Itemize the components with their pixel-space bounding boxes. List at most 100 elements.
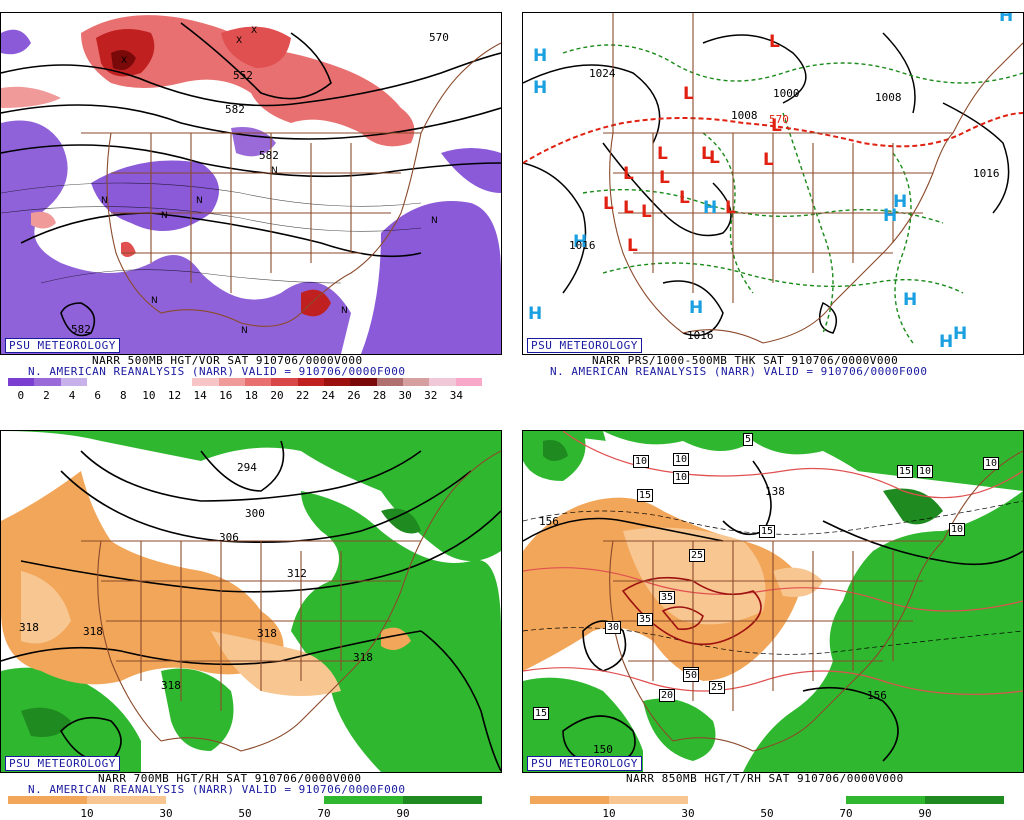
low-pressure-center: L <box>683 84 694 104</box>
temperature-label: 35 <box>659 591 676 604</box>
colorbar-tick-label: 10 <box>80 807 94 820</box>
colorbar-swatch <box>350 378 377 386</box>
contour-label: 1016 <box>687 329 714 342</box>
colorbar-swatch <box>139 378 166 386</box>
colorbar-tick-label: 34 <box>449 389 463 402</box>
colorbar-swatch <box>297 378 324 386</box>
temperature-label: 30 <box>605 621 622 634</box>
colorbar-swatch <box>284 796 324 804</box>
svg-text:N: N <box>196 196 203 206</box>
contour-label: 1008 <box>731 109 758 122</box>
contour-labels-700mb: 294 300 306 312 318 318 318 318 318 <box>19 461 373 692</box>
colorbar-swatch <box>271 378 298 386</box>
contour-label: 300 <box>245 507 265 520</box>
high-pressure-center: H <box>533 78 547 98</box>
colorbar-tick-label: 2 <box>43 389 50 402</box>
svg-text:N: N <box>341 306 348 316</box>
contour-label: 156 <box>539 515 559 528</box>
map-500mb-svg: NNN NNN NNX XX 570 552 582 582 582 <box>1 13 501 354</box>
contour-label: 582 <box>225 103 245 116</box>
colorbar-tick-label: 30 <box>681 807 695 820</box>
map-700mb: 294 300 306 312 318 318 318 318 318 PSU … <box>0 430 502 773</box>
colorbar-swatch <box>569 796 609 804</box>
colorbar-tick-label: 24 <box>321 389 335 402</box>
pressure-centers: H H H H H H H H H H H H L L L L L L L L <box>528 13 1013 352</box>
colorbar-tick-label: 16 <box>219 389 233 402</box>
colorbar-swatch <box>648 796 688 804</box>
colorbar-tick-label: 8 <box>119 389 127 402</box>
temperature-label: 10 <box>983 457 1000 470</box>
low-pressure-center: L <box>657 144 668 164</box>
map-subtitle: N. AMERICAN REANALYSIS (NARR) VALID = 91… <box>550 365 928 378</box>
temperature-label: 20 <box>659 689 676 702</box>
temperature-label: 10 <box>633 455 650 468</box>
svg-text:N: N <box>241 326 248 336</box>
contour-label: 570 <box>769 113 789 126</box>
colorbar-tick-label: 50 <box>760 807 774 820</box>
contour-label: 1016 <box>569 239 596 252</box>
map-subtitle: N. AMERICAN REANALYSIS (NARR) VALID = 91… <box>28 783 406 796</box>
colorbar-swatch <box>205 796 245 804</box>
contour-label: 318 <box>83 625 103 638</box>
high-pressure-center: H <box>689 298 703 318</box>
colorbar-tick-label: 32 <box>424 389 438 402</box>
map-title: NARR PRS/1000-500MB THK SAT 910706/0000V… <box>592 354 899 367</box>
high-pressure-center: H <box>903 290 917 310</box>
map-title: NARR 700MB HGT/RH SAT 910706/0000V000 <box>98 772 362 785</box>
temperature-label: 10 <box>949 523 966 536</box>
colorbar-swatch <box>530 796 570 804</box>
colorbar-swatch <box>192 378 219 386</box>
panel-850mb-temp-rh: 156 156 150 138 PSU METEOROLOGY 5 10 10 10 1… <box>522 430 1024 820</box>
high-pressure-center: H <box>939 332 953 352</box>
high-pressure-center: H <box>533 46 547 66</box>
colorbar-tick-label: 70 <box>839 807 853 820</box>
colorbar-vorticity <box>8 378 482 386</box>
colorbar-tick-label: 10 <box>142 389 156 402</box>
colorbar-tick-label: 22 <box>296 389 310 402</box>
low-pressure-center: L <box>623 198 634 218</box>
contour-label: 318 <box>353 651 373 664</box>
colorbar-swatch <box>218 378 245 386</box>
contour-label: 318 <box>19 621 39 634</box>
colorbar-tick-label: 30 <box>398 389 412 402</box>
colorbar-swatch <box>245 796 285 804</box>
colorbar-tick-label: 28 <box>372 389 387 402</box>
colorbar-tick-label: 18 <box>244 389 259 402</box>
contour-label: 318 <box>161 679 181 692</box>
colorbar-tick-label: 70 <box>317 807 331 820</box>
svg-text:X: X <box>121 56 127 66</box>
colorbar-swatch <box>113 378 140 386</box>
colorbar-swatch <box>47 796 87 804</box>
temperature-label: 35 <box>637 613 654 626</box>
colorbar-labels-vorticity: 0 2 4 6 8 10 12 14 16 18 20 22 24 26 28 30 32 34 <box>8 389 482 402</box>
svg-text:N: N <box>101 196 108 206</box>
colorbar-tick-label: 26 <box>347 389 361 402</box>
low-pressure-center: L <box>725 198 736 218</box>
colorbar-tick-label: 12 <box>167 389 182 402</box>
temperature-label: 25 <box>709 681 726 694</box>
contour-label: 312 <box>287 567 307 580</box>
contour-label: 138 <box>765 485 785 498</box>
colorbar-swatch <box>455 378 482 386</box>
temperature-label: 5 <box>743 433 754 446</box>
brand-tag: PSU METEOROLOGY <box>5 338 120 353</box>
high-pressure-center: H <box>573 232 587 252</box>
colorbar-swatch <box>402 378 430 386</box>
brand-tag: PSU METEOROLOGY <box>5 756 120 771</box>
colorbar-swatch <box>403 796 443 804</box>
colorbar-swatch <box>86 378 114 386</box>
colorbar-swatch <box>442 796 482 804</box>
low-pressure-center: L <box>769 32 780 52</box>
colorbar-swatch <box>60 378 87 386</box>
colorbar-tick-label: 6 <box>94 389 101 402</box>
svg-text:N: N <box>431 216 438 226</box>
colorbar-swatch <box>964 796 1004 804</box>
colorbar-swatch <box>767 796 807 804</box>
colorbar-tick-label: 4 <box>68 389 76 402</box>
low-pressure-center: L <box>709 148 720 168</box>
colorbar-swatch <box>126 796 166 804</box>
colorbar-swatch <box>727 796 767 804</box>
colorbar-swatch <box>806 796 846 804</box>
colorbar-rh-850 <box>530 796 1004 804</box>
